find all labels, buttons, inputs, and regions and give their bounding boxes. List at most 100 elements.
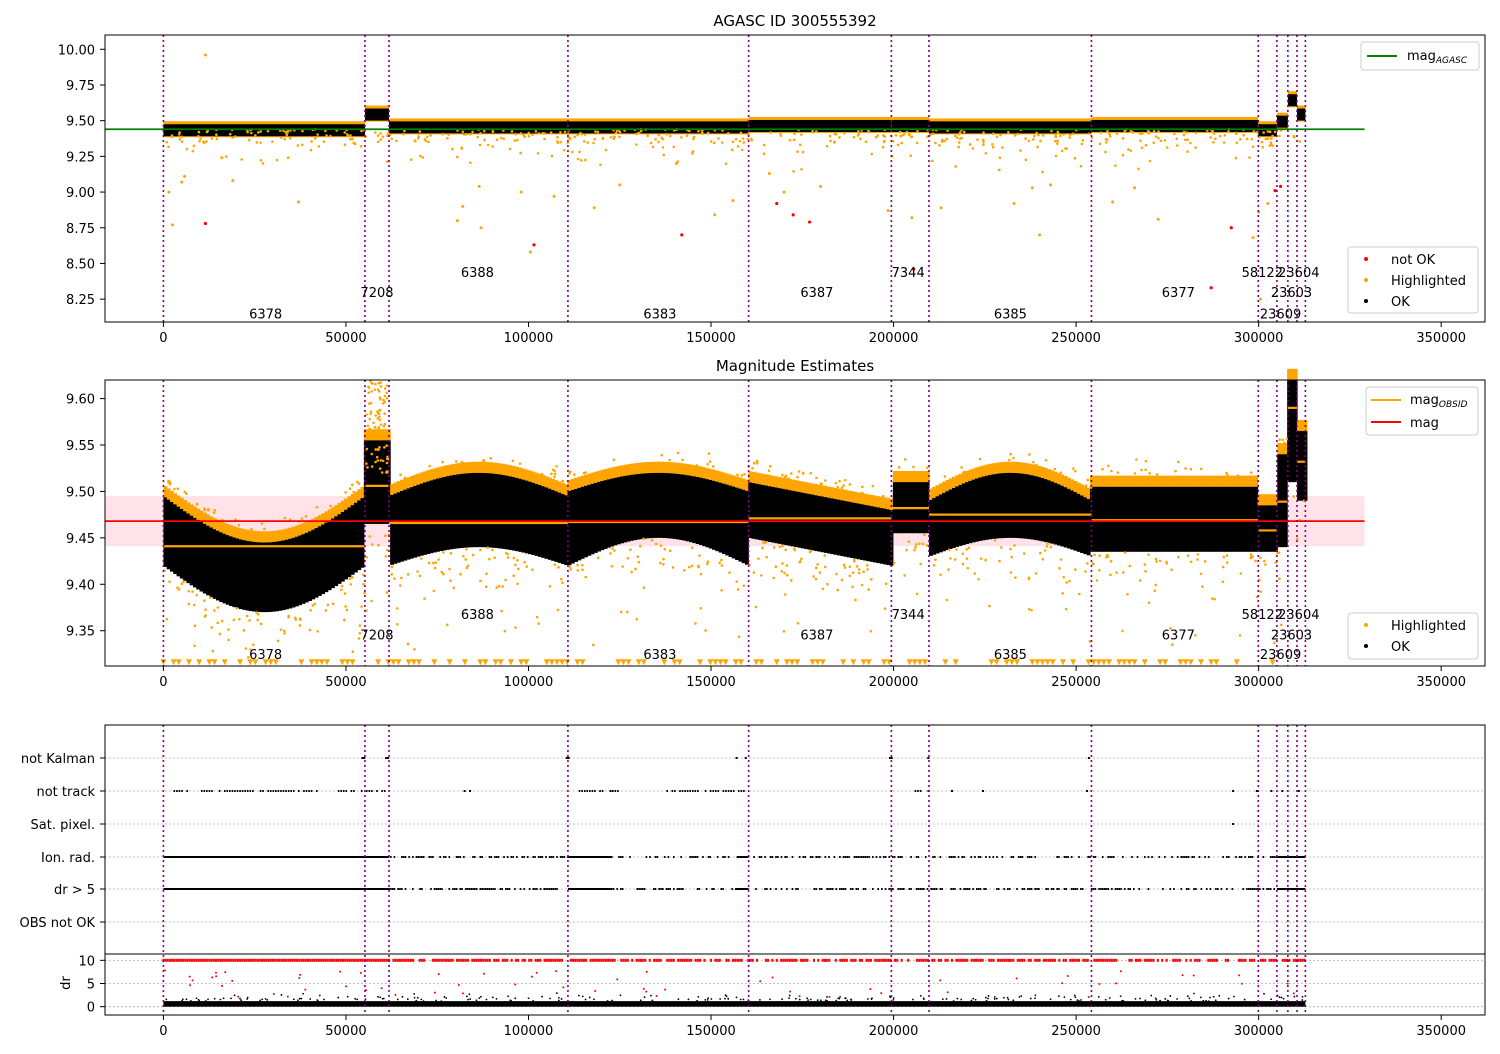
highlighted-band bbox=[1273, 494, 1278, 506]
flag-point bbox=[1207, 856, 1210, 858]
dr-ok-point bbox=[1176, 998, 1178, 1000]
flag-point bbox=[977, 888, 980, 890]
highlighted-band bbox=[758, 473, 763, 485]
highlighted-point bbox=[563, 130, 567, 134]
highlighted-band bbox=[301, 523, 306, 535]
highlighted-point bbox=[697, 564, 700, 568]
highlighted-point bbox=[864, 140, 868, 144]
highlighted-band bbox=[1063, 476, 1068, 488]
dr-cap-point bbox=[961, 958, 964, 962]
dr-cap-point bbox=[232, 958, 235, 962]
dr-notok-point bbox=[299, 973, 302, 976]
dr-cap-point bbox=[1244, 958, 1247, 962]
dr-cap-point bbox=[670, 958, 673, 962]
highlighted-point bbox=[1186, 150, 1189, 153]
dr-cap-point bbox=[1108, 958, 1111, 962]
highlighted-point bbox=[1024, 158, 1028, 162]
flag-point bbox=[771, 856, 774, 858]
highlighted-band bbox=[754, 472, 759, 484]
highlighted-point bbox=[1133, 472, 1137, 475]
dr-cap-point bbox=[823, 958, 826, 962]
highlighted-band bbox=[1020, 462, 1025, 474]
highlighted-point bbox=[789, 579, 793, 582]
below-range-marker bbox=[635, 659, 642, 666]
flag-point bbox=[469, 790, 472, 792]
highlighted-point bbox=[836, 588, 840, 592]
below-range-marker bbox=[446, 659, 453, 666]
ok-band bbox=[955, 486, 960, 547]
flag-point bbox=[1021, 888, 1024, 890]
highlighted-point bbox=[553, 563, 557, 566]
dr-ok-point bbox=[302, 992, 304, 995]
highlighted-point bbox=[1264, 137, 1268, 141]
highlighted-point bbox=[892, 561, 896, 565]
dr-cap-point bbox=[1110, 958, 1113, 962]
x-tick-label: 200000 bbox=[869, 331, 919, 346]
dr-cap-point bbox=[795, 958, 798, 962]
highlighted-band bbox=[988, 463, 993, 476]
x-tick-label: 150000 bbox=[686, 1024, 736, 1039]
flag-point bbox=[1131, 856, 1133, 858]
highlighted-point bbox=[256, 618, 259, 622]
highlighted-band bbox=[705, 468, 710, 480]
flag-point bbox=[578, 856, 580, 858]
highlighted-point bbox=[413, 139, 417, 142]
highlighted-point bbox=[907, 133, 911, 137]
flag-point bbox=[430, 888, 432, 890]
flag-point bbox=[780, 888, 783, 890]
highlighted-point bbox=[447, 133, 450, 136]
highlighted-band bbox=[518, 467, 523, 479]
highlighted-point bbox=[561, 479, 565, 483]
dr-cap-point bbox=[1139, 958, 1142, 962]
dr-cap-point bbox=[1029, 958, 1032, 962]
highlighted-point bbox=[769, 131, 772, 134]
highlighted-point bbox=[977, 577, 980, 581]
dr-cap-point bbox=[256, 958, 259, 962]
ok-band bbox=[258, 542, 263, 613]
ok-band bbox=[370, 440, 375, 524]
flag-point bbox=[1185, 888, 1188, 890]
dr-ok-point bbox=[1150, 994, 1153, 997]
highlighted-point bbox=[374, 131, 377, 134]
flag-point bbox=[738, 888, 741, 890]
ok-band bbox=[235, 538, 240, 609]
ok-band bbox=[518, 478, 523, 552]
highlighted-band bbox=[1267, 494, 1272, 506]
dr-ok-point bbox=[1207, 1000, 1210, 1003]
highlighted-point bbox=[709, 140, 713, 143]
y-tick-label: 8.50 bbox=[66, 257, 95, 272]
flag-point bbox=[1028, 888, 1031, 890]
x-tick-label: 100000 bbox=[504, 1024, 554, 1039]
highlighted-point bbox=[668, 458, 671, 462]
panel1-legend-bottom: not OK Highlighted OK bbox=[1347, 246, 1479, 314]
dr-cap-point bbox=[854, 958, 857, 962]
flag-point bbox=[1021, 856, 1024, 858]
flag-point bbox=[992, 856, 995, 858]
dr-notok-point bbox=[828, 995, 831, 998]
flag-point bbox=[1176, 856, 1179, 858]
highlighted-band bbox=[951, 476, 956, 488]
ok-band bbox=[439, 477, 444, 552]
ok-band bbox=[485, 473, 490, 548]
flag-point bbox=[474, 856, 476, 858]
highlighted-band bbox=[1296, 419, 1301, 432]
highlighted-point bbox=[198, 139, 201, 143]
highlighted-point bbox=[353, 142, 357, 146]
dr-notok-point bbox=[645, 970, 648, 973]
ok-band bbox=[735, 487, 740, 561]
highlighted-point bbox=[256, 131, 260, 134]
highlighted-point bbox=[1104, 556, 1108, 559]
flag-point bbox=[877, 888, 880, 890]
dr-cap-point bbox=[197, 958, 200, 962]
dr-cap-point bbox=[624, 958, 627, 962]
highlighted-point bbox=[1053, 140, 1057, 143]
highlighted-point bbox=[894, 133, 898, 137]
flag-point bbox=[835, 888, 838, 890]
flag-point bbox=[917, 790, 919, 792]
highlighted-point bbox=[866, 568, 869, 571]
highlighted-point bbox=[378, 396, 382, 399]
highlighted-point bbox=[1273, 641, 1276, 645]
highlighted-point bbox=[1128, 564, 1132, 568]
ok-band bbox=[265, 542, 270, 613]
ok-band bbox=[436, 478, 441, 552]
